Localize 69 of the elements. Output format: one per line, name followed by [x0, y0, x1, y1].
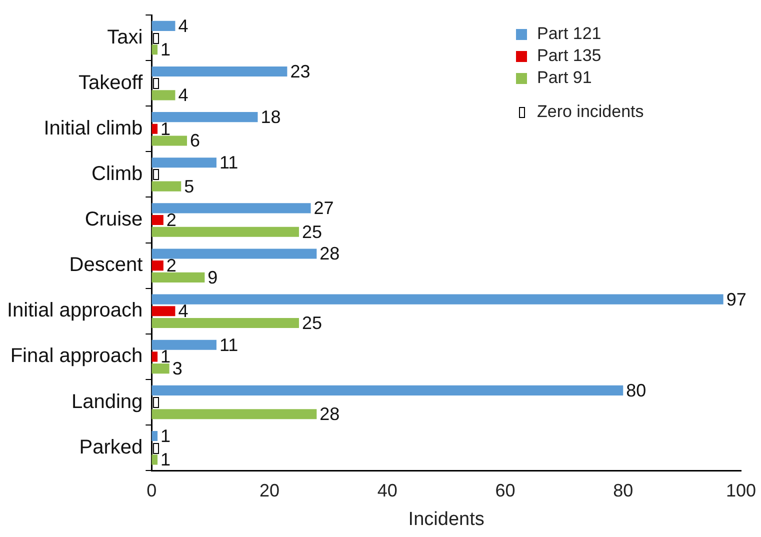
data-label: 2 [166, 256, 176, 276]
data-label: 9 [208, 267, 218, 288]
data-label: 28 [320, 244, 340, 264]
x-tick-label: 20 [260, 480, 280, 500]
legend-label: Part 91 [536, 67, 593, 89]
data-label: 6 [190, 130, 200, 151]
data-label: 23 [290, 61, 310, 82]
y-tick-label: Landing [71, 390, 143, 413]
y-tick-label: Taxi [107, 26, 143, 48]
data-label: 1 [160, 426, 171, 446]
x-tick-label: 40 [377, 480, 398, 500]
bar [152, 272, 205, 282]
y-tick-label: Takeoff [78, 72, 144, 94]
data-label: 27 [314, 198, 334, 218]
y-tick-label: Descent [69, 254, 144, 276]
y-tick-label: Climb [92, 162, 143, 185]
data-label: 1 [160, 346, 171, 367]
bar [152, 112, 258, 122]
x-axis-title: Incidents [408, 508, 484, 530]
bar [152, 260, 164, 271]
data-label: 1 [160, 118, 171, 139]
bar [152, 340, 216, 350]
x-tick-label: 80 [613, 480, 634, 500]
bar [152, 158, 216, 168]
data-label: 18 [260, 107, 281, 128]
bar [152, 66, 288, 77]
data-label: 25 [302, 222, 322, 242]
data-label: 97 [726, 289, 746, 310]
data-label: 1 [160, 40, 171, 60]
data-label: 4 [178, 16, 188, 36]
bar [152, 20, 176, 31]
bar [152, 385, 624, 396]
bar [152, 90, 176, 100]
y-tick-label: Cruise [84, 208, 143, 231]
data-label: 2 [166, 210, 176, 230]
y-tick-label: Final approach [10, 345, 143, 368]
bar [152, 203, 311, 214]
data-label: 5 [184, 176, 194, 196]
legend-label: Part 121 [536, 23, 602, 45]
bar [152, 124, 158, 134]
x-tick-label: 0 [146, 480, 157, 500]
bar [152, 430, 158, 442]
bar [152, 294, 724, 304]
bar [152, 214, 164, 226]
data-label: 80 [626, 380, 646, 400]
bar [152, 352, 158, 362]
data-label: 4 [178, 301, 188, 322]
data-label: 11 [219, 152, 238, 173]
data-label: 3 [172, 358, 182, 379]
data-label: 25 [302, 312, 322, 333]
annotation: Zero incidents [536, 101, 644, 123]
legend-label: Part 135 [536, 45, 602, 67]
bar [152, 181, 182, 192]
bar [152, 409, 317, 420]
y-tick-label: Initial approach [6, 300, 143, 322]
x-tick-label: 100 [726, 480, 756, 500]
y-tick-label: Parked [79, 436, 143, 458]
data-label: 28 [320, 404, 340, 424]
data-label: 1 [160, 450, 171, 470]
data-label: 4 [178, 85, 188, 106]
bar [152, 136, 188, 146]
y-tick-label: Initial climb [44, 117, 143, 140]
data-label: 11 [219, 334, 238, 355]
bar [152, 248, 317, 259]
bar [152, 226, 299, 237]
bar [152, 364, 170, 374]
x-tick-label: 60 [495, 480, 516, 500]
bar [152, 318, 299, 328]
bar [152, 306, 176, 316]
